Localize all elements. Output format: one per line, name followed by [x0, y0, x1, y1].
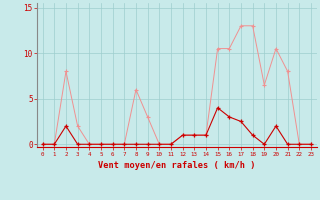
X-axis label: Vent moyen/en rafales ( km/h ): Vent moyen/en rafales ( km/h )	[98, 161, 256, 170]
